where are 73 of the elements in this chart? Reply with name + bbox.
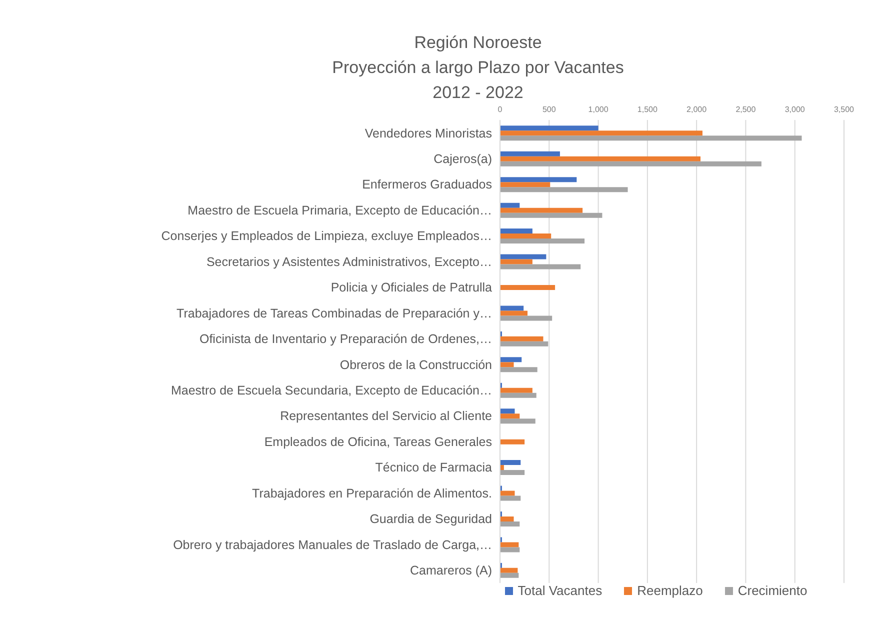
bar <box>500 392 536 398</box>
y-tick-label: Conserjes y Empleados de Limpieza, excluye Empleados… <box>161 229 492 244</box>
bar <box>500 306 524 311</box>
x-tick-label: 2,000 <box>686 105 708 114</box>
bar <box>500 310 528 316</box>
y-tick-label: Obreros de la Construcción <box>340 358 492 372</box>
bar <box>500 362 514 368</box>
x-tick-label: 1,500 <box>637 105 658 114</box>
bar <box>500 521 520 526</box>
bar <box>500 439 525 444</box>
y-tick-label: Obrero y trabajadores Manuales de Traslado de Carga,… <box>173 538 492 552</box>
bar <box>500 136 802 141</box>
bar <box>500 408 515 414</box>
bar <box>500 238 585 244</box>
y-tick-label: Oficinista de Inventario y Preparación de Ordenes,… <box>199 332 492 346</box>
y-tick-label: Cajeros(a) <box>434 152 492 166</box>
bar <box>500 177 577 182</box>
bar <box>500 187 628 192</box>
bar <box>500 254 546 260</box>
bar <box>500 496 521 501</box>
x-tick-label: 0 <box>498 105 503 114</box>
y-tick-label: Vendedores Minoristas <box>364 126 492 140</box>
bar <box>500 259 532 264</box>
y-tick-label: Policia y Oficiales de Patrulla <box>330 280 492 295</box>
bar <box>500 516 514 522</box>
bar <box>500 212 602 218</box>
y-tick-label: Secretarios y Asistentes Administrativos, Excepto… <box>206 254 492 269</box>
chart-title: Región Noroeste Proyección a largo Plazo por Vacantes 2012 - 2022 <box>331 32 625 104</box>
bar <box>500 228 532 234</box>
bar <box>500 151 560 156</box>
bar <box>500 316 552 321</box>
bar <box>500 367 538 372</box>
bar <box>500 336 544 342</box>
bar <box>500 470 525 476</box>
bar <box>500 547 520 552</box>
x-tick-label: 1,000 <box>588 105 609 114</box>
x-tick-label: 3,000 <box>784 105 806 114</box>
y-tick-label: Maestro de Escuela Primaria, Excepto de Educación… <box>188 203 492 218</box>
x-tick-label: 500 <box>542 105 556 114</box>
y-tick-label: Técnico de Farmacia <box>375 460 492 475</box>
bar <box>500 264 581 270</box>
bar <box>500 130 702 136</box>
bar <box>500 208 583 213</box>
y-tick-label: Maestro de Escuela Secundaria, Excepto de Educación… <box>170 384 492 398</box>
bar <box>500 542 519 548</box>
bar <box>500 284 556 290</box>
bar <box>500 156 701 162</box>
bar <box>500 341 548 346</box>
legend-label: Crecimiento <box>736 583 808 598</box>
x-tick-label: 2,500 <box>736 105 756 114</box>
legend-label: Reemplazo <box>636 583 703 598</box>
bar <box>500 460 521 466</box>
x-tick-label: 3,500 <box>834 105 855 114</box>
y-tick-label: Trabajadores de Tareas Combinadas de Preparación y… <box>176 306 492 320</box>
bar <box>500 418 536 424</box>
bar <box>500 572 519 578</box>
bar <box>500 414 520 419</box>
bar <box>500 357 522 362</box>
bar <box>500 388 532 393</box>
y-tick-label: Representantes del Servicio al Cliente <box>280 409 492 424</box>
bar <box>500 182 550 188</box>
bar <box>500 161 762 166</box>
y-tick-label: Trabajadores en Preparación de Alimentos. <box>252 486 492 500</box>
bar <box>500 490 515 496</box>
bar <box>500 126 598 131</box>
legend-label: Total Vacantes <box>516 583 602 598</box>
bar <box>500 202 520 208</box>
y-tick-label: Empleados de Oficina, Tareas Generales <box>264 434 492 449</box>
y-tick-label: Camareros (A) <box>410 564 492 578</box>
bar <box>500 568 518 573</box>
y-tick-label: Guardia de Seguridad <box>370 512 492 526</box>
y-tick-label: Enfermeros Graduados <box>362 178 492 192</box>
bar <box>500 234 552 239</box>
